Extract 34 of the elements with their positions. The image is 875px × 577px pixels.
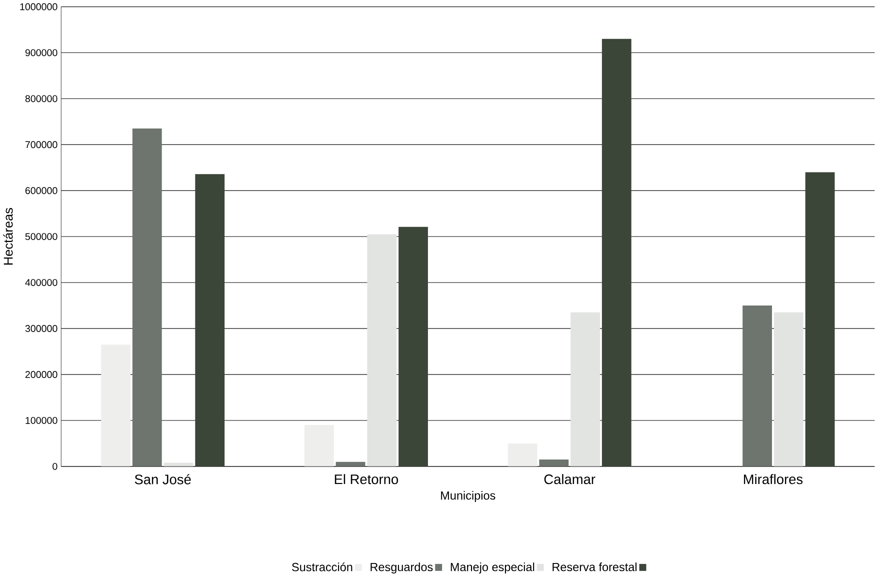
bar: [742, 306, 772, 467]
legend-label: Manejo especial: [450, 562, 534, 574]
x-tick-label: Calamar: [544, 474, 596, 484]
y-tick-label: 0: [52, 463, 58, 470]
y-axis-title: Hectáreas: [3, 208, 13, 265]
bar: [132, 128, 162, 467]
bar: [774, 312, 804, 467]
y-tick-label: 1000000: [20, 4, 58, 10]
y-tick-label: 700000: [25, 141, 58, 148]
bar: [367, 234, 397, 467]
bar: [304, 425, 334, 467]
y-tick-label: 400000: [25, 279, 58, 286]
bar: [398, 227, 428, 467]
x-axis-title: Municipios: [441, 491, 496, 502]
y-tick-label: 800000: [25, 95, 58, 102]
y-tick-label: 200000: [25, 371, 58, 378]
legend-label: Reserva forestal: [552, 562, 637, 572]
x-tick-label: Miraflores: [744, 474, 803, 484]
bar: [805, 172, 835, 467]
x-tick-label: El Retorno: [334, 474, 398, 484]
y-tick-label: 300000: [25, 325, 58, 332]
y-tick-label: 600000: [25, 187, 58, 194]
bar: [101, 344, 130, 467]
y-tick-label: 100000: [26, 417, 58, 424]
x-tick-label: San José: [134, 474, 191, 485]
y-tick-label: 500000: [25, 233, 58, 240]
legend-label: Resguardos: [370, 562, 433, 574]
bar: [508, 444, 538, 467]
legend-label: Sustracción: [292, 562, 352, 572]
bar: [602, 39, 632, 467]
bar: [570, 312, 600, 467]
bar: [195, 174, 225, 467]
y-tick-label: 900000: [25, 49, 58, 56]
bar: [539, 460, 569, 467]
